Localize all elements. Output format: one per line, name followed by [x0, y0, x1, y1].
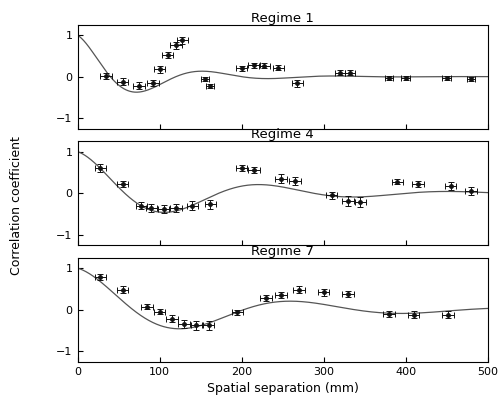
X-axis label: Spatial separation (mm): Spatial separation (mm) — [206, 382, 358, 395]
Title: Regime 7: Regime 7 — [251, 245, 314, 258]
Title: Regime 1: Regime 1 — [251, 12, 314, 25]
Title: Regime 4: Regime 4 — [251, 128, 314, 141]
Text: Correlation coefficient: Correlation coefficient — [10, 136, 23, 275]
